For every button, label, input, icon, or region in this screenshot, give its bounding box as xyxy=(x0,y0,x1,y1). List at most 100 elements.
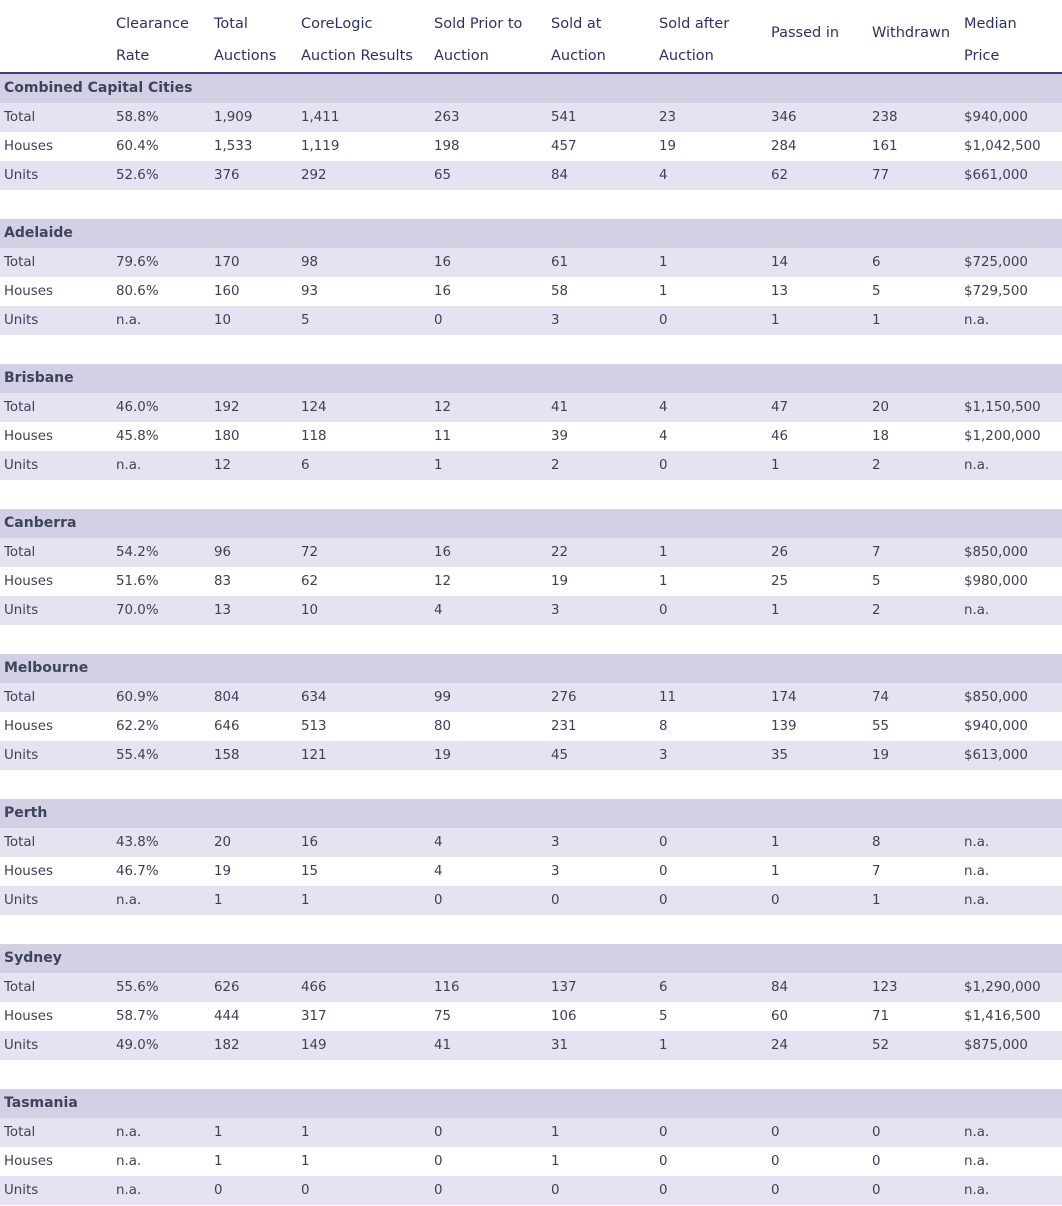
table-cell: 16 xyxy=(434,255,452,270)
table-cell: 1,909 xyxy=(214,110,253,125)
table-row: Units n.a. 0 0 0 0 0 0 0 n.a. xyxy=(0,1176,1062,1205)
table-cell: 7 xyxy=(872,864,881,879)
table-cell: n.a. xyxy=(964,835,990,850)
table-cell: 16 xyxy=(434,284,452,299)
table-cell: 161 xyxy=(872,139,898,154)
section-spacer xyxy=(0,915,1062,944)
table-cell: 1 xyxy=(551,1125,560,1140)
table-cell: 170 xyxy=(214,255,240,270)
table-body: Combined Capital Cities Total 58.8% 1,909 1,… xyxy=(0,74,1062,1205)
table-cell: 4 xyxy=(659,400,668,415)
table-cell: $613,000 xyxy=(964,748,1028,763)
table-cell: $1,150,500 xyxy=(964,400,1041,415)
table-cell: 1 xyxy=(771,313,780,328)
table-cell: 19 xyxy=(214,864,232,879)
table-cell: 55 xyxy=(872,719,890,734)
table-cell: 160 xyxy=(214,284,240,299)
table-row: Total 60.9% 804 634 99 276 11 174 74 $850,000 xyxy=(0,683,1062,712)
table-row: Units 70.0% 13 10 4 3 0 1 2 n.a. xyxy=(0,596,1062,625)
table-cell: 0 xyxy=(659,1125,668,1140)
row-label: Total xyxy=(4,255,36,270)
table-cell: $940,000 xyxy=(964,719,1028,734)
table-cell: 0 xyxy=(551,1183,560,1198)
section-spacer xyxy=(0,1060,1062,1089)
table-cell: $1,290,000 xyxy=(964,980,1041,995)
table-cell: 192 xyxy=(214,400,240,415)
column-header: Total Auctions xyxy=(214,16,277,64)
table-cell: n.a. xyxy=(116,1125,142,1140)
table-cell: 1 xyxy=(214,1125,223,1140)
table-cell: 2 xyxy=(551,458,560,473)
table-cell: 10 xyxy=(214,313,232,328)
row-label: Units xyxy=(4,1038,39,1053)
column-header: Median Price xyxy=(964,16,1017,64)
table-cell: 0 xyxy=(659,835,668,850)
table-cell: $875,000 xyxy=(964,1038,1028,1053)
table-cell: 1 xyxy=(301,893,310,908)
table-cell: $1,416,500 xyxy=(964,1009,1041,1024)
table-cell: 444 xyxy=(214,1009,240,1024)
table-cell: n.a. xyxy=(964,1154,990,1169)
table-cell: 0 xyxy=(872,1154,881,1169)
table-cell: 174 xyxy=(771,690,797,705)
table-cell: 62 xyxy=(771,168,789,183)
section-spacer xyxy=(0,770,1062,799)
table-cell: 58 xyxy=(551,284,569,299)
table-cell: 25 xyxy=(771,574,789,589)
row-label: Houses xyxy=(4,429,53,444)
table-cell: 5 xyxy=(872,574,881,589)
section-title: Sydney xyxy=(0,944,1062,973)
table-cell: 23 xyxy=(659,110,677,125)
table-cell: 65 xyxy=(434,168,452,183)
table-cell: n.a. xyxy=(964,1125,990,1140)
table-cell: 541 xyxy=(551,110,577,125)
table-cell: 646 xyxy=(214,719,240,734)
table-row: Houses 80.6% 160 93 16 58 1 13 5 $729,500 xyxy=(0,277,1062,306)
table-cell: 20 xyxy=(872,400,890,415)
column-header: CoreLogic Auction Results xyxy=(301,16,413,64)
table-cell: 1 xyxy=(659,574,668,589)
table-cell: 1 xyxy=(659,545,668,560)
table-header: Clearance Rate Total Auctions CoreLogic Auc… xyxy=(0,0,1062,74)
table-cell: 1,119 xyxy=(301,139,340,154)
table-cell: 0 xyxy=(771,1154,780,1169)
row-label: Units xyxy=(4,748,39,763)
section-title: Perth xyxy=(0,799,1062,828)
table-cell: 58.8% xyxy=(116,110,159,125)
row-label: Houses xyxy=(4,1009,53,1024)
section-title: Adelaide xyxy=(0,219,1062,248)
table-cell: 0 xyxy=(434,1125,443,1140)
table-cell: 0 xyxy=(771,893,780,908)
row-label: Units xyxy=(4,603,39,618)
table-cell: 6 xyxy=(301,458,310,473)
table-cell: 1 xyxy=(214,893,223,908)
table-cell: 137 xyxy=(551,980,577,995)
table-cell: 118 xyxy=(301,429,327,444)
table-cell: 60 xyxy=(771,1009,789,1024)
table-cell: 1,411 xyxy=(301,110,340,125)
table-cell: 317 xyxy=(301,1009,327,1024)
table-cell: 457 xyxy=(551,139,577,154)
table-cell: 74 xyxy=(872,690,890,705)
table-row: Units 49.0% 182 149 41 31 1 24 52 $875,000 xyxy=(0,1031,1062,1060)
table-cell: 16 xyxy=(301,835,319,850)
table-row: Units 52.6% 376 292 65 84 4 62 77 $661,000 xyxy=(0,161,1062,190)
table-cell: 96 xyxy=(214,545,232,560)
table-cell: 123 xyxy=(872,980,898,995)
table-cell: $661,000 xyxy=(964,168,1028,183)
table-row: Total 58.8% 1,909 1,411 263 541 23 346 238 $940,0… xyxy=(0,103,1062,132)
table-cell: 116 xyxy=(434,980,460,995)
table-cell: 4 xyxy=(659,429,668,444)
table-cell: 13 xyxy=(214,603,232,618)
table-cell: 19 xyxy=(872,748,890,763)
table-row: Total 55.6% 626 466 116 137 6 84 123 $1,290,000 xyxy=(0,973,1062,1002)
table-cell: 54.2% xyxy=(116,545,159,560)
row-label: Units xyxy=(4,168,39,183)
table-cell: 0 xyxy=(659,458,668,473)
table-cell: n.a. xyxy=(116,313,142,328)
table-cell: 43.8% xyxy=(116,835,159,850)
table-cell: 75 xyxy=(434,1009,452,1024)
table-cell: 1 xyxy=(771,458,780,473)
table-cell: 5 xyxy=(659,1009,668,1024)
table-cell: 72 xyxy=(301,545,319,560)
